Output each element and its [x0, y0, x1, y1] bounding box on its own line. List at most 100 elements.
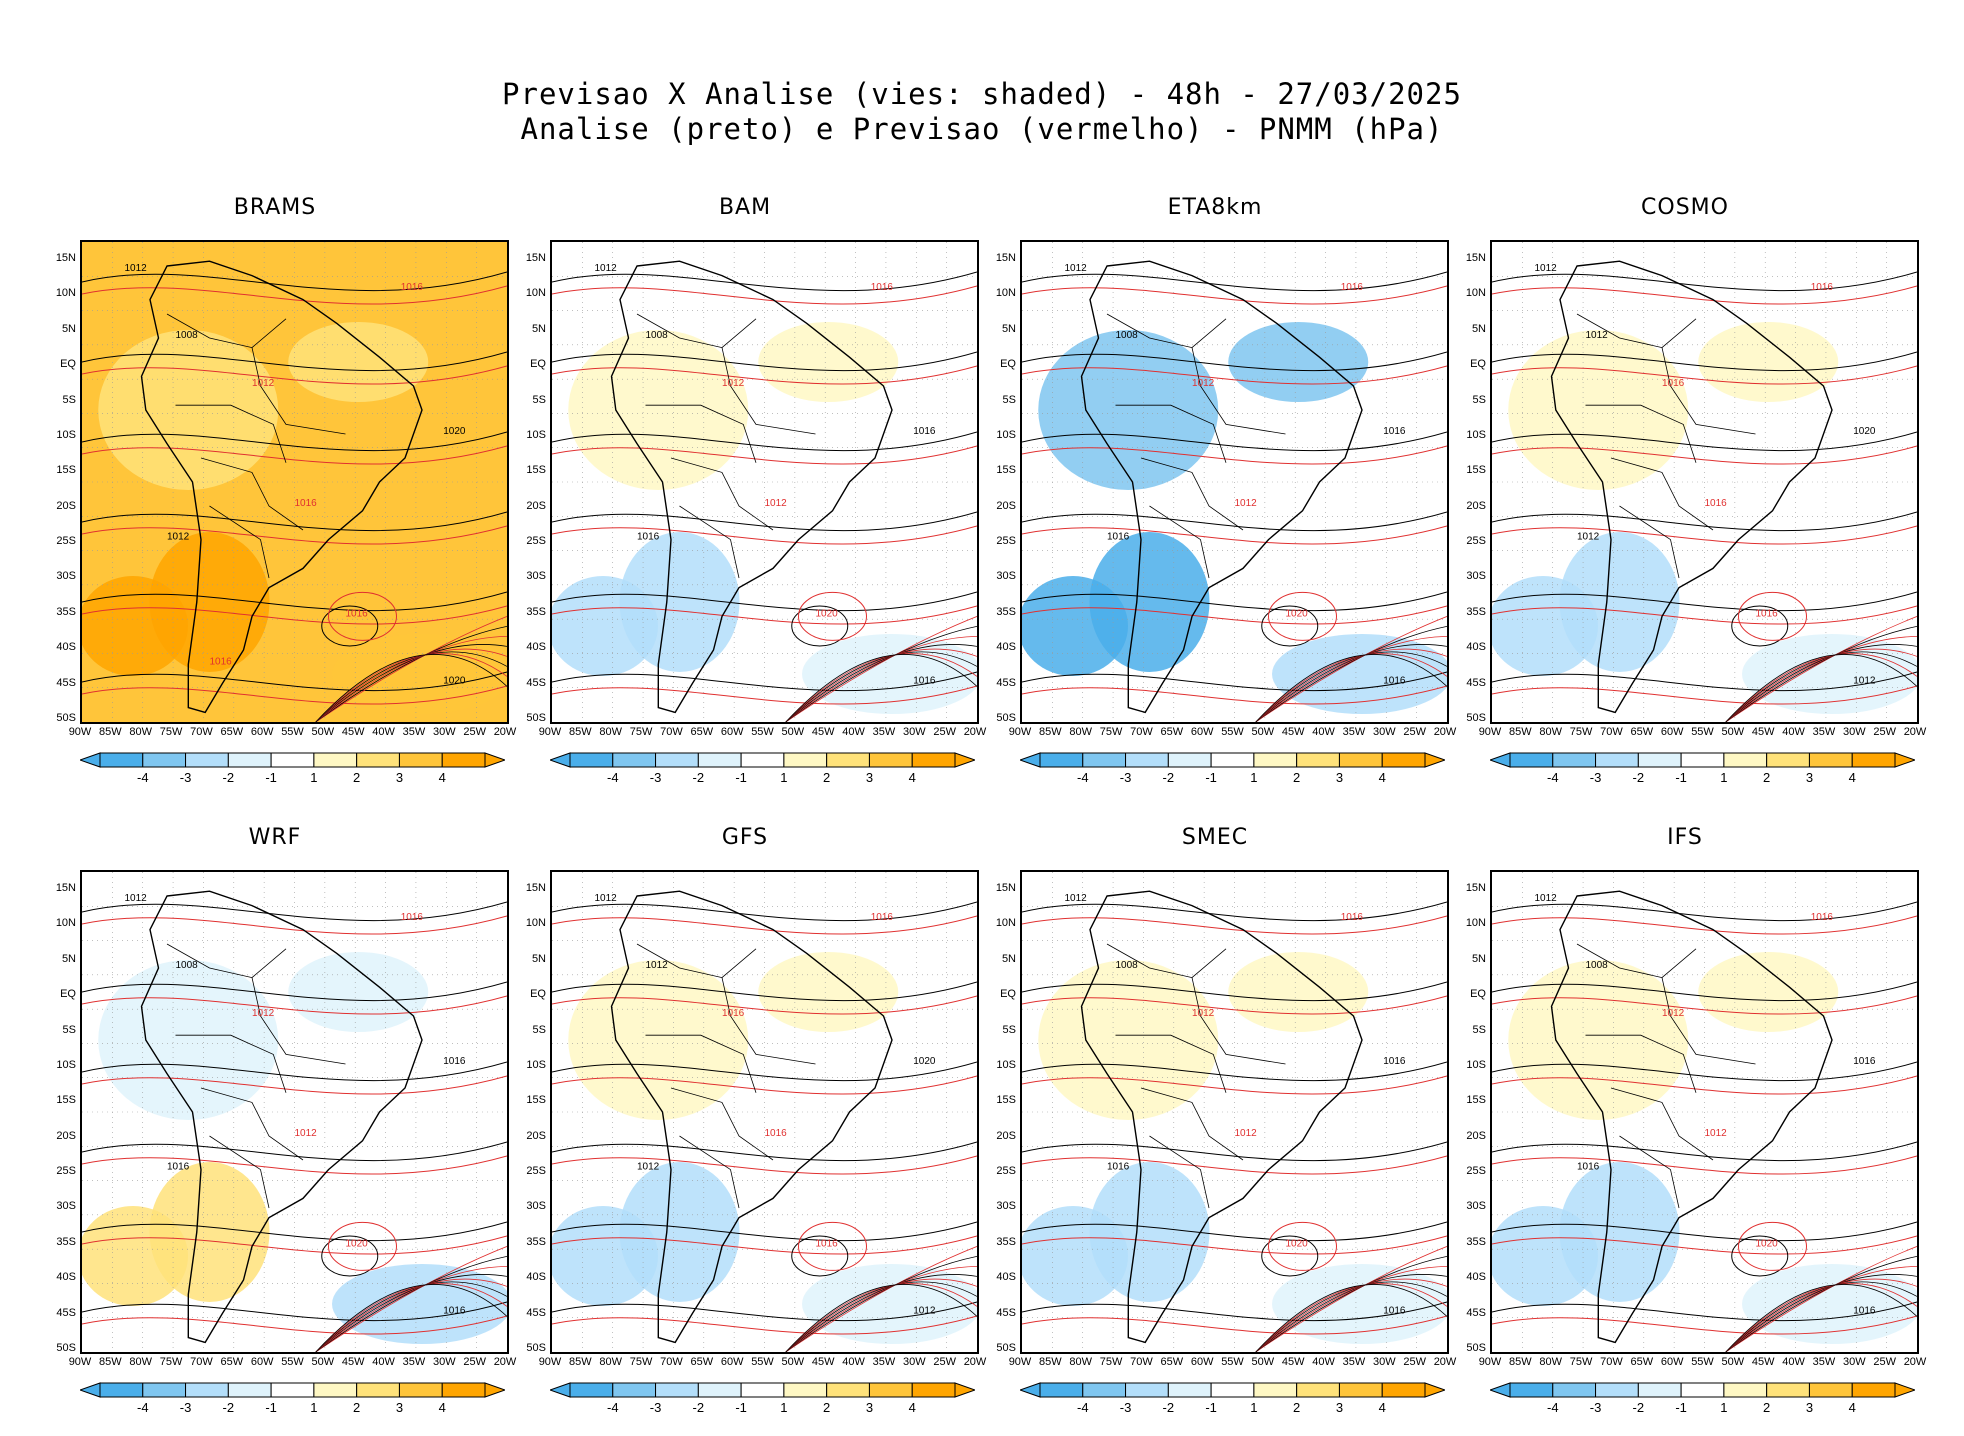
bias-shading-area [552, 576, 658, 676]
colorbar-segment [1125, 752, 1169, 768]
colorbar: -4 -3 -2 -1 1 2 3 4 [548, 1382, 977, 1422]
bias-shading-area [1698, 952, 1839, 1032]
storm-isobar [785, 1284, 977, 1352]
colorbar-strip [1488, 1382, 1917, 1398]
storm-isobar [1255, 653, 1447, 722]
storm-isobar [1255, 1256, 1447, 1352]
colorbar-label: -3 [1119, 1400, 1132, 1415]
latitude-label: 15N [995, 252, 1016, 264]
forecast-isobar [1022, 365, 1447, 385]
longitude-label: 40W [1312, 726, 1335, 738]
contour-label: 1008 [176, 330, 199, 341]
latitude-label: 45S [1466, 676, 1486, 689]
longitude-label: 70W [190, 726, 213, 738]
bias-shading-area [1272, 634, 1447, 714]
longitude-label: 55W [1691, 726, 1714, 738]
bias-shading-area [802, 1264, 977, 1344]
colorbar-label: -4 [1076, 1400, 1089, 1415]
high-pressure-contour [328, 591, 397, 641]
contour-label: 1016 [637, 532, 660, 543]
contour-label: 1016 [1383, 1056, 1406, 1067]
analysis-isobar [82, 671, 507, 692]
longitude-label: 75W [1099, 726, 1123, 738]
analysis-isobar [1492, 1141, 1917, 1162]
colorbar-segment [1253, 752, 1298, 768]
storm-isobar [315, 616, 507, 722]
longitude-label: 90W [1008, 1356, 1032, 1368]
longitude-label: 35W [1342, 726, 1366, 738]
panel-wrf: WRF 1012 1016 1008 1012 1016 1020 1016 1012 1016 1… [40, 825, 517, 1425]
colorbar-segment [911, 752, 956, 768]
longitude-label: 70W [660, 726, 683, 738]
storm-isobar [785, 644, 977, 722]
analysis-isobar [1022, 591, 1447, 612]
high-pressure-contour [1268, 591, 1337, 641]
colorbar-label: 1 [310, 1400, 318, 1415]
pressure-map: 1012 1016 1008 1012 1016 1020 1016 1012 1016 [1022, 242, 1447, 722]
latitude-label: EQ [1470, 358, 1486, 371]
storm-isobar [785, 1256, 977, 1352]
contour-label: 1012 [1705, 1128, 1728, 1139]
high-pressure-contour [321, 605, 379, 647]
longitude-label: 80W [1539, 1356, 1563, 1368]
storm-isobar [1725, 1278, 1917, 1352]
latitude-label: 50S [1466, 1342, 1486, 1354]
latitude-label: 45S [526, 1306, 546, 1319]
colorbar: -4 -3 -2 -1 1 2 3 4 [1488, 1382, 1917, 1422]
colorbar-label: 4 [1848, 1400, 1856, 1415]
analysis-isobar [1022, 671, 1447, 692]
latitude-label: 45S [56, 1306, 76, 1319]
bias-shading-area [1698, 322, 1839, 402]
country-border [1115, 1034, 1227, 1093]
longitude-label: 90W [68, 726, 92, 738]
contour-label: 1016 [1811, 282, 1834, 293]
longitude-label: 40W [1782, 726, 1805, 738]
longitude-label: 70W [190, 1356, 213, 1368]
colorbar-segment [1595, 752, 1639, 768]
analysis-isobar [1022, 351, 1447, 372]
latitude-label: 40S [526, 641, 546, 654]
forecast-isobar [1492, 445, 1917, 465]
panel-title: BAM [718, 195, 772, 220]
contour-label: 1016 [871, 912, 894, 923]
forecast-isobar [82, 285, 507, 305]
longitude-label: 80W [129, 1356, 153, 1368]
forecast-isobar [1022, 605, 1447, 625]
latitude-label: 25S [1466, 535, 1486, 548]
latitude-label: 35S [996, 1235, 1016, 1248]
longitude-label: 40W [372, 1356, 395, 1368]
south-america-coastline [1550, 890, 1833, 1344]
colorbar-segment [740, 752, 785, 768]
colorbar-segment [1210, 752, 1255, 768]
contour-label: 1016 [1705, 498, 1728, 509]
storm-isobar [1725, 1274, 1917, 1352]
latitude-label: 5S [1002, 1023, 1016, 1036]
latitude-label: 10N [55, 287, 76, 300]
latitude-label: 40S [526, 1271, 546, 1284]
longitude-label: 45W [341, 726, 365, 738]
latitude-label: 5S [532, 393, 546, 406]
contour-label: 1012 [1065, 263, 1088, 274]
colorbar-segment [1552, 752, 1597, 768]
south-america-coastline [1080, 890, 1363, 1344]
storm-isobar [785, 654, 977, 722]
latitude-label: 15N [55, 252, 76, 264]
high-pressure-contour [1731, 605, 1789, 647]
latitude-label: 10S [526, 428, 546, 441]
longitude-label: 75W [629, 1356, 653, 1368]
contour-label: 1012 [595, 263, 618, 274]
country-border [1610, 457, 1714, 531]
country-border [251, 347, 346, 435]
longitude-label: 80W [1539, 726, 1563, 738]
country-border [200, 457, 304, 531]
country-border [175, 404, 287, 463]
forecast-isobar [82, 1315, 507, 1335]
latitude-label: 5N [1001, 322, 1016, 335]
longitude-label: 60W [250, 1356, 274, 1368]
contour-label: 1016 [871, 282, 894, 293]
colorbar-segment [697, 1382, 742, 1398]
contour-label: 1020 [1286, 608, 1309, 619]
latitude-label: 10S [1466, 428, 1486, 441]
storm-isobar [1255, 1278, 1447, 1352]
map-frame: 1012 1016 1008 1012 1016 1020 1016 1012 1016 [1020, 240, 1449, 724]
